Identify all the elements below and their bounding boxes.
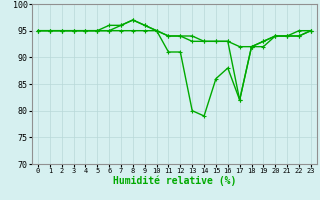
X-axis label: Humidité relative (%): Humidité relative (%): [113, 176, 236, 186]
